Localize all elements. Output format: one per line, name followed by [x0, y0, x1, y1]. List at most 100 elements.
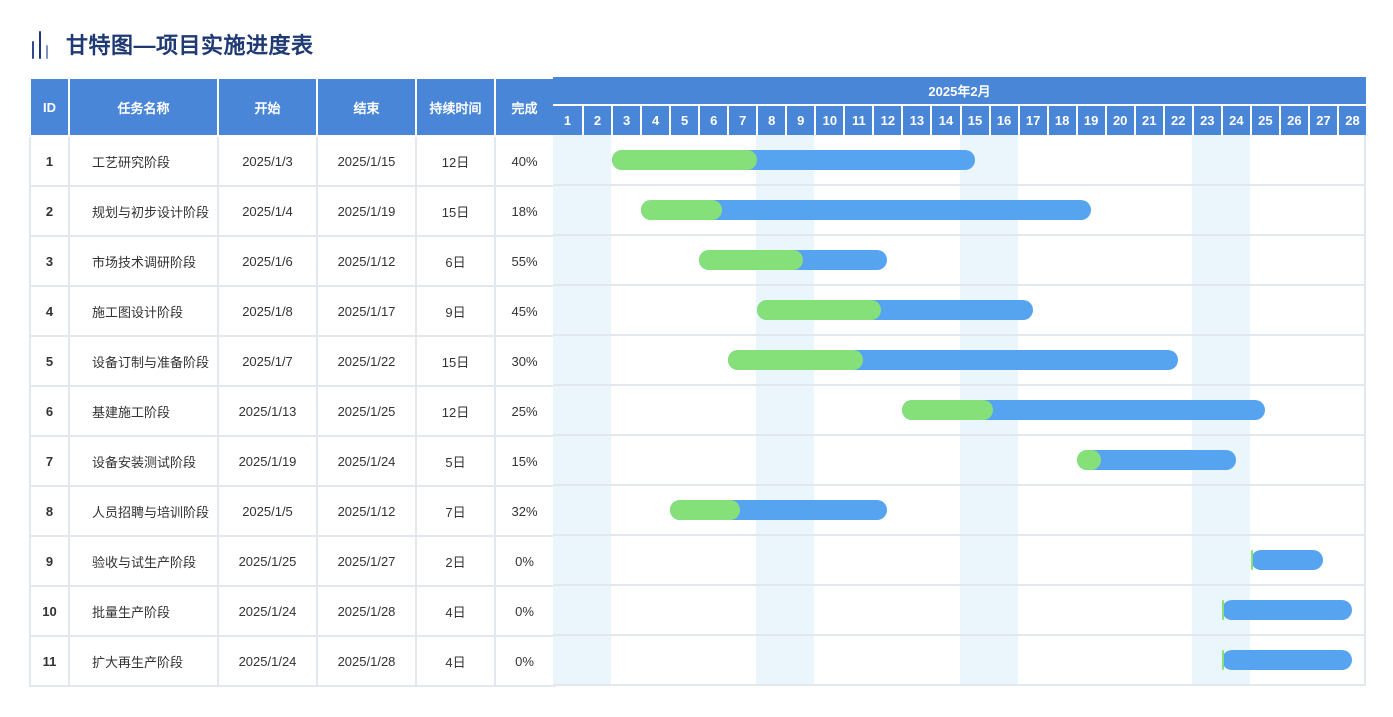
table-row[interactable]: 3 市场技术调研阶段 2025/1/6 2025/1/12 6日 55% [29, 235, 555, 287]
task-end: 2025/1/17 [316, 285, 417, 337]
task-bar[interactable] [1221, 600, 1352, 620]
task-name: 施工图设计阶段 [68, 285, 219, 337]
task-complete: 15% [494, 435, 555, 487]
task-id: 5 [29, 335, 70, 387]
day-label: 9 [785, 106, 814, 135]
task-progress-bar [1076, 450, 1101, 470]
highlight-column [553, 135, 612, 686]
table-row[interactable]: 7 设备安装测试阶段 2025/1/19 2025/1/24 5日 15% [29, 435, 555, 487]
day-label: 15 [959, 106, 989, 135]
task-start: 2025/1/3 [217, 135, 318, 187]
task-bar[interactable] [902, 400, 1265, 420]
task-name: 人员招聘与培训阶段 [68, 485, 219, 537]
task-progress-bar [902, 400, 994, 420]
day-label: 11 [843, 106, 872, 135]
task-duration: 6日 [415, 235, 496, 287]
header-task-name[interactable]: 任务名称 [68, 77, 219, 137]
task-complete: 25% [494, 385, 555, 437]
task-complete: 30% [494, 335, 555, 387]
day-label: 18 [1046, 106, 1076, 135]
header-duration[interactable]: 持续时间 [415, 77, 496, 137]
task-progress-bar [1250, 550, 1253, 570]
row-divider [553, 234, 1366, 236]
task-complete: 0% [494, 585, 555, 637]
table-row[interactable]: 2 规划与初步设计阶段 2025/1/4 2025/1/19 15日 18% [29, 185, 555, 237]
task-bar[interactable] [1076, 450, 1236, 470]
row-divider [553, 584, 1366, 586]
task-name: 验收与试生产阶段 [68, 535, 219, 587]
row-divider [553, 484, 1366, 486]
task-complete: 55% [494, 235, 555, 287]
table-row[interactable]: 1 工艺研究阶段 2025/1/3 2025/1/15 12日 40% [29, 135, 555, 187]
task-name: 批量生产阶段 [68, 585, 219, 637]
page-title: 甘特图—项目实施进度表 [66, 33, 314, 58]
task-complete: 0% [494, 635, 555, 687]
task-bar[interactable] [1250, 550, 1323, 570]
task-start: 2025/1/24 [217, 585, 318, 637]
task-progress-bar [612, 150, 758, 170]
table-row[interactable]: 9 验收与试生产阶段 2025/1/25 2025/1/27 2日 0% [29, 535, 555, 587]
row-divider [553, 634, 1366, 636]
table-row[interactable]: 5 设备订制与准备阶段 2025/1/7 2025/1/22 15日 30% [29, 335, 555, 387]
task-complete: 0% [494, 535, 555, 587]
task-progress-bar [641, 200, 723, 220]
day-label: 6 [698, 106, 727, 135]
task-id: 1 [29, 135, 70, 187]
task-complete: 32% [494, 485, 555, 537]
task-start: 2025/1/7 [217, 335, 318, 387]
day-label: 13 [901, 106, 930, 135]
task-end: 2025/1/28 [316, 585, 417, 637]
task-name: 基建施工阶段 [68, 385, 219, 437]
highlight-column [756, 135, 815, 686]
day-label: 4 [640, 106, 669, 135]
day-label: 23 [1191, 106, 1221, 135]
timeline: 2025年2月 1 2 3 4 5 6 7 8 9 10 11 12 13 14 15 16 17 18 19 20 2… [553, 77, 1366, 686]
table-row[interactable]: 6 基建施工阶段 2025/1/13 2025/1/25 12日 25% [29, 385, 555, 437]
task-progress-bar [757, 300, 882, 320]
header-end[interactable]: 结束 [316, 77, 417, 137]
task-complete: 18% [494, 185, 555, 237]
task-id: 7 [29, 435, 70, 487]
day-label: 21 [1133, 106, 1163, 135]
task-bar[interactable] [1221, 650, 1352, 670]
timeline-header: 2025年2月 1 2 3 4 5 6 7 8 9 10 11 12 13 14 15 16 17 18 19 20 2… [553, 77, 1366, 135]
month-label: 2025年2月 [553, 77, 1366, 106]
day-label: 12 [872, 106, 901, 135]
task-duration: 15日 [415, 335, 496, 387]
task-id: 8 [29, 485, 70, 537]
task-end: 2025/1/22 [316, 335, 417, 387]
task-progress-bar [699, 250, 803, 270]
task-end: 2025/1/27 [316, 535, 417, 587]
table-row[interactable]: 11 扩大再生产阶段 2025/1/24 2025/1/28 4日 0% [29, 635, 555, 687]
task-duration: 4日 [415, 585, 496, 637]
day-label: 25 [1249, 106, 1279, 135]
task-progress-bar [728, 350, 864, 370]
row-divider [553, 384, 1366, 386]
task-duration: 4日 [415, 635, 496, 687]
day-label: 17 [1017, 106, 1047, 135]
task-table: ID 任务名称 开始 结束 持续时间 完成 1 工艺研究阶段 2025/1/3 202… [29, 77, 555, 687]
table-row[interactable]: 10 批量生产阶段 2025/1/24 2025/1/28 4日 0% [29, 585, 555, 637]
day-label: 22 [1162, 106, 1192, 135]
task-name: 市场技术调研阶段 [68, 235, 219, 287]
table-row[interactable]: 4 施工图设计阶段 2025/1/8 2025/1/17 9日 45% [29, 285, 555, 337]
header-id[interactable]: ID [29, 77, 70, 137]
task-duration: 9日 [415, 285, 496, 337]
task-start: 2025/1/13 [217, 385, 318, 437]
task-end: 2025/1/12 [316, 235, 417, 287]
header-complete[interactable]: 完成 [494, 77, 555, 137]
table-row[interactable]: 8 人员招聘与培训阶段 2025/1/5 2025/1/12 7日 32% [29, 485, 555, 537]
header-start[interactable]: 开始 [217, 77, 318, 137]
task-name: 设备订制与准备阶段 [68, 335, 219, 387]
task-duration: 15日 [415, 185, 496, 237]
task-end: 2025/1/24 [316, 435, 417, 487]
row-divider [553, 284, 1366, 286]
task-bar[interactable] [641, 200, 1091, 220]
row-divider [553, 534, 1366, 536]
task-id: 11 [29, 635, 70, 687]
task-duration: 12日 [415, 385, 496, 437]
day-label: 24 [1220, 106, 1250, 135]
day-label: 5 [669, 106, 698, 135]
task-duration: 7日 [415, 485, 496, 537]
day-label: 3 [611, 106, 640, 135]
